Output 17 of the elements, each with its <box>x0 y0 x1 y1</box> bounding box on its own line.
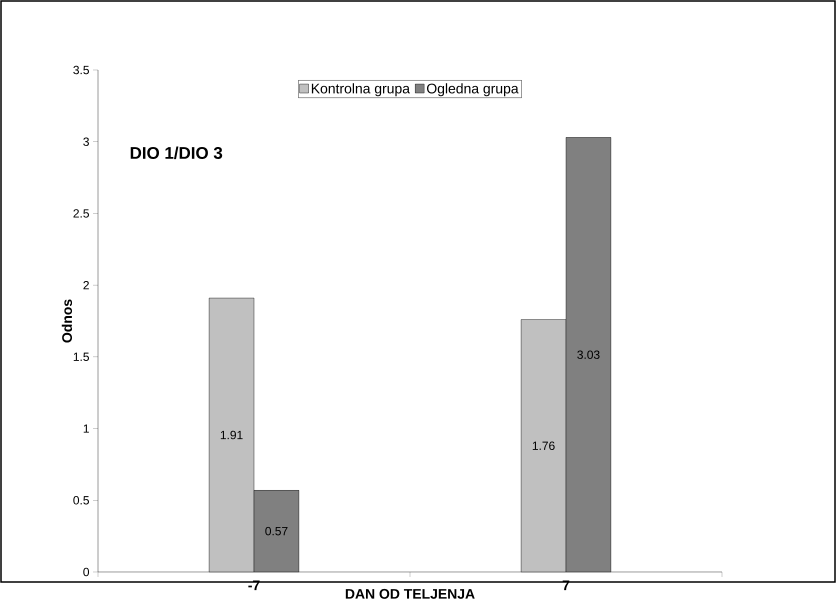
y-tick-label: 0 <box>83 568 90 576</box>
y-tick-label: 1 <box>84 424 89 433</box>
y-tick-label: 2.5 <box>73 209 89 218</box>
x-axis-title: DAN OD TELJENJA <box>346 588 475 599</box>
data-label: 3.03 <box>577 350 600 359</box>
data-label: 0.57 <box>265 526 288 536</box>
legend-label: Kontrolna grupa <box>312 83 410 96</box>
y-tick-label: 3.5 <box>73 66 89 74</box>
annotation: DIO 1/DIO 3 <box>130 146 222 160</box>
data-label: 1.76 <box>532 441 555 450</box>
y-tick-label: 0.5 <box>73 496 89 504</box>
y-tick-label: 2 <box>83 280 89 290</box>
legend-label: Ogledna grupa <box>426 83 519 96</box>
y-axis-title: Odnos <box>62 299 72 342</box>
y-tick-label: 3 <box>83 137 89 146</box>
y-tick-label: 1.5 <box>74 352 89 361</box>
data-label: 1.91 <box>220 430 243 440</box>
